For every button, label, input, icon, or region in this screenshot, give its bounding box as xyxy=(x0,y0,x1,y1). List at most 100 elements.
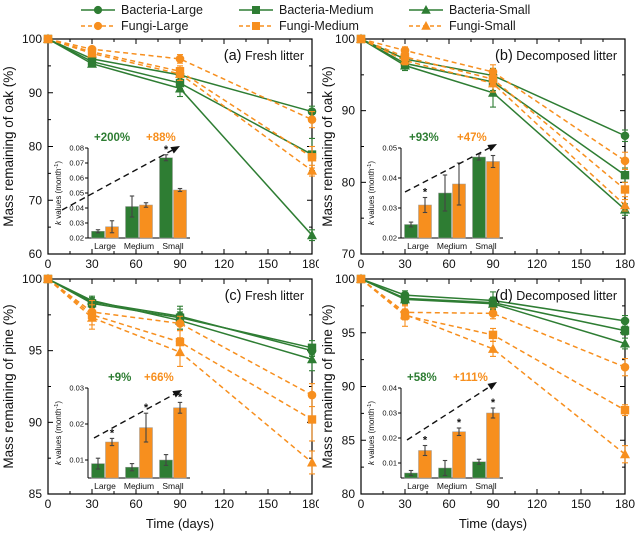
inset-y-axis-title: k values (month-1) xyxy=(367,161,376,225)
inset-bar-bacteria-small xyxy=(472,156,486,239)
series-line-Fungi-Large xyxy=(360,278,626,368)
inset-y-tick-label: 0.01 xyxy=(69,456,84,465)
trend-arrow-line xyxy=(404,147,490,193)
panel-b: 0 30 60 90 120 150 180 70 80 90 100 Mass remaining … xyxy=(320,32,635,271)
trend-arrow-head xyxy=(172,390,182,398)
significance-star: * xyxy=(423,187,428,199)
x-tick-label: 90 xyxy=(173,497,187,511)
marker-Bacteria-Small xyxy=(87,58,97,68)
y-tick-label: 95 xyxy=(29,344,43,358)
x-tick-label: 180 xyxy=(615,257,635,271)
significance-star: * xyxy=(457,417,462,429)
x-tick-label: 120 xyxy=(214,497,234,511)
legend-label: Bacteria-Small xyxy=(449,2,531,17)
marker-Fungi-Small xyxy=(87,48,97,58)
inset-category-label: Small xyxy=(475,481,496,491)
marker-Fungi-Large xyxy=(620,362,630,372)
legend-key-icon xyxy=(239,5,273,14)
inset-y-tick-label: 0.04 xyxy=(69,204,84,213)
trend-arrow-line xyxy=(61,149,173,211)
x-tick-label: 30 xyxy=(85,497,99,511)
legend-key-icon xyxy=(81,5,115,14)
inset-y-tick-label: 0.02 xyxy=(69,420,84,429)
legend-label: Fungi-Medium xyxy=(279,18,359,33)
marker-Fungi-Small xyxy=(488,343,498,353)
x-tick-label: 0 xyxy=(45,497,52,511)
marker-Bacteria-Small xyxy=(307,354,317,364)
legend-key-icon xyxy=(81,21,115,30)
inset-bar-fungi-large xyxy=(105,441,119,479)
series-line-Fungi-Small xyxy=(360,38,626,206)
y-tick-label: 70 xyxy=(29,193,43,207)
x-tick-label: 90 xyxy=(486,497,500,511)
x-tick-label: 60 xyxy=(442,257,456,271)
legend-item-fungi-medium: Fungi-Medium xyxy=(238,18,408,33)
marker-Fungi-Small xyxy=(620,200,630,210)
legend-marker-circle xyxy=(93,21,103,30)
x-tick-label: 30 xyxy=(85,257,99,271)
y-tick-label: 100 xyxy=(335,272,355,286)
x-tick-label: 120 xyxy=(527,257,547,271)
marker-Fungi-Small xyxy=(43,273,53,283)
y-tick-label: 90 xyxy=(29,415,43,429)
x-tick-label: 0 xyxy=(358,257,365,271)
marker-Fungi-Large xyxy=(620,156,630,166)
series-line-Bacteria-Small xyxy=(47,278,313,360)
y-axis-title: Mass remaining of oak (%) xyxy=(320,66,335,227)
x-tick-label: 150 xyxy=(258,257,278,271)
y-tick-label: 95 xyxy=(342,326,356,340)
marker-Fungi-Small xyxy=(87,312,97,322)
legend: Bacteria-Large Bacteria-Medium Bacteria-… xyxy=(0,2,638,33)
panel-d: 0 30 60 90 120 150 180 80 85 90 95 100 Mass remainin… xyxy=(320,272,635,531)
inset-bar-bacteria-small xyxy=(159,157,173,239)
legend-item-fungi-small: Fungi-Small xyxy=(408,18,558,33)
inset-y-tick-label: 0.05 xyxy=(69,189,84,198)
marker-Fungi-Medium xyxy=(488,330,498,340)
series-line-Bacteria-Small xyxy=(360,38,626,211)
inset-annotation-fungi: +47% xyxy=(457,132,487,144)
inset-y-tick-label: 0.06 xyxy=(69,174,84,183)
marker-Fungi-Medium xyxy=(620,185,630,194)
y-tick-label: 100 xyxy=(22,32,42,46)
x-tick-label: 120 xyxy=(214,257,234,271)
legend-label: Fungi-Large xyxy=(121,18,189,33)
panel-title: (d) Decomposed litter xyxy=(495,288,617,304)
inset-category-label: Large xyxy=(407,481,429,491)
y-tick-label: 90 xyxy=(342,380,356,394)
inset-y-tick-label: 0.03 xyxy=(69,219,84,228)
trend-arrow-line xyxy=(406,386,490,441)
y-tick-label: 80 xyxy=(342,487,356,501)
inset-y-tick-label: 0.03 xyxy=(382,204,397,213)
significance-star: * xyxy=(178,391,183,403)
series-line-Bacteria-Large xyxy=(360,38,626,137)
legend-marker-square xyxy=(252,21,260,30)
x-tick-label: 90 xyxy=(173,257,187,271)
x-tick-label: 60 xyxy=(442,497,456,511)
series-line-Bacteria-Small xyxy=(47,38,313,236)
x-axis-title: Time (days) xyxy=(459,516,527,531)
inset-annotation-bacteria: +9% xyxy=(108,372,131,384)
marker-Bacteria-Small xyxy=(87,295,97,305)
y-tick-label: 85 xyxy=(342,433,356,447)
y-axis-title: Mass remaining of pine (%) xyxy=(320,304,335,468)
marker-Fungi-Small xyxy=(488,78,498,88)
series-line-Bacteria-Medium xyxy=(47,38,313,156)
x-tick-label: 60 xyxy=(129,257,143,271)
marker-Bacteria-Large xyxy=(620,316,630,326)
significance-star: * xyxy=(144,402,149,414)
inset-category-label: Small xyxy=(162,481,183,491)
x-tick-label: 180 xyxy=(615,497,635,511)
series-line-Fungi-Medium xyxy=(360,38,626,191)
inset-annotation-bacteria: +93% xyxy=(409,132,439,144)
legend-item-bacteria-small: Bacteria-Small xyxy=(408,2,558,17)
legend-label: Fungi-Small xyxy=(449,18,516,33)
inset-category-label: Large xyxy=(94,481,116,491)
series-line-Fungi-Medium xyxy=(47,38,313,158)
marker-Fungi-Small xyxy=(307,457,317,467)
x-tick-label: 0 xyxy=(45,257,52,271)
series-line-Bacteria-Large xyxy=(47,38,313,113)
marker-Bacteria-Large xyxy=(620,131,630,141)
y-tick-label: 100 xyxy=(335,32,355,46)
marker-Fungi-Small xyxy=(400,55,410,65)
series-line-Bacteria-Small xyxy=(360,278,626,345)
